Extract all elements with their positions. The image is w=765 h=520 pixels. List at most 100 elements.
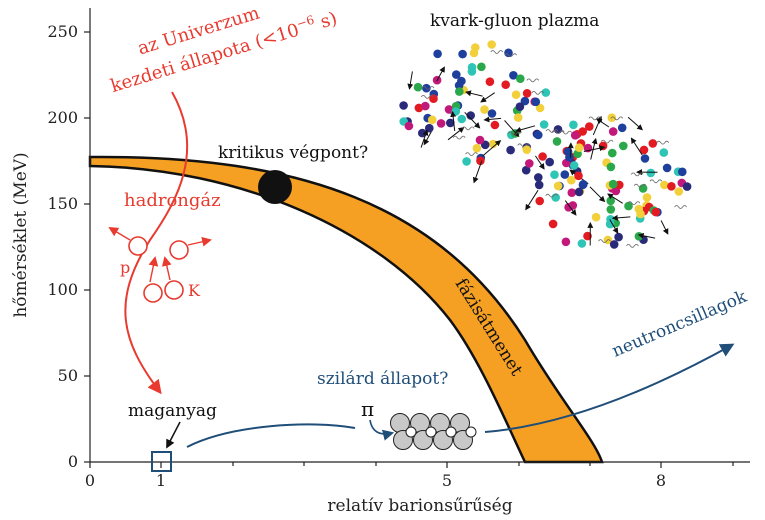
quark-particle (472, 143, 482, 153)
early-universe-path (124, 91, 189, 395)
quark-particle (642, 193, 652, 202)
quark-particle (583, 231, 592, 241)
gluon-wave (627, 201, 641, 205)
x-axis-title: relatív barionsűrűség (327, 496, 512, 516)
quark-particle (634, 232, 644, 241)
gluon-wave (588, 116, 602, 121)
quark-particle (574, 187, 584, 197)
hadron-circle (128, 236, 148, 256)
nuclear-matter-marker (151, 451, 172, 472)
quark-particle (433, 49, 442, 59)
quark-particle (553, 125, 563, 134)
x-tick-5: 5 (442, 471, 452, 490)
quark-particle (506, 145, 515, 155)
quark-particle (550, 170, 559, 179)
gluon-arrow (564, 200, 577, 216)
quark-particle (608, 148, 617, 158)
quark-particle (534, 173, 543, 182)
quark-particle (605, 219, 615, 229)
gluon-arrow (589, 186, 606, 203)
gluon-arrow (637, 232, 656, 239)
quark-particle (539, 120, 549, 129)
gluon-wave (610, 116, 624, 121)
quark-particle (662, 163, 672, 173)
gluon-wave (656, 140, 670, 145)
quark-particle (413, 82, 423, 92)
nuclear-matter-arrow (166, 421, 181, 449)
early-universe-label: az Univerzum kezdeti állapota (<10−6 s) (108, 3, 339, 98)
quark-particle (455, 87, 464, 96)
quark-particle (467, 63, 477, 72)
quark-particle (522, 89, 532, 98)
quark-particle (535, 196, 544, 206)
quark-particle (436, 119, 446, 128)
pion-label: π (361, 397, 374, 421)
quark-particle (570, 131, 580, 140)
quark-particle (560, 170, 570, 179)
gluon-arrow (447, 126, 465, 141)
quark-particle (466, 111, 476, 120)
quark-gluon-plasma-blob (399, 40, 692, 249)
y-axis (84, 8, 91, 463)
quark-particle (535, 103, 545, 113)
gluon-arrow (515, 125, 536, 133)
gluon-arrow (407, 71, 414, 90)
hadron-circle (164, 280, 184, 300)
hadron-circle (143, 283, 163, 303)
gluon-arrow (420, 129, 429, 148)
gluon-wave (633, 183, 647, 188)
quark-particle (480, 105, 489, 114)
solid-state-label: szilárd állapot? (317, 369, 448, 389)
quark-particle (552, 137, 562, 146)
quark-particle (520, 96, 530, 106)
gluon-wave (526, 78, 540, 83)
quark-particle (399, 101, 408, 110)
quark-particle (574, 143, 584, 152)
gluon-arrow (450, 110, 457, 131)
quark-particle (608, 127, 618, 136)
hadron-circle (169, 240, 189, 260)
quark-particle (545, 157, 554, 167)
gluon-wave (420, 95, 434, 99)
y-tick-150: 150 (47, 194, 78, 213)
quark-particle (452, 70, 461, 79)
x-tick-1: 1 (156, 471, 166, 490)
neutron-star-path (186, 345, 732, 448)
quark-particle (624, 201, 633, 211)
quark-particle (513, 113, 523, 122)
quark-particle (475, 135, 485, 145)
quark-particle (516, 74, 525, 83)
y-tick-100: 100 (47, 280, 78, 299)
quark-particle (659, 148, 669, 157)
quark-particle (565, 152, 574, 162)
quark-particle (577, 239, 587, 248)
quark-particle (638, 184, 648, 193)
gluon-arrow (607, 193, 623, 204)
y-tick-0: 0 (68, 452, 78, 471)
gluon-arrow (630, 137, 643, 156)
quark-particle (501, 80, 511, 89)
gluon-arrow (609, 219, 619, 234)
quark-particle (522, 145, 532, 154)
quark-particle (421, 101, 430, 111)
hadron-arrows (108, 226, 212, 283)
gluon-wave (421, 86, 435, 90)
quark-particle (487, 109, 497, 118)
quark-particle (534, 130, 543, 140)
quark-particle (614, 232, 623, 242)
quark-particle (569, 120, 578, 130)
quark-particle (509, 71, 518, 80)
lattice-sphere-small (445, 426, 457, 438)
quark-particle (427, 115, 437, 125)
quark-particle (553, 181, 563, 191)
gluon-arrow (534, 155, 545, 170)
gluon-arrow (611, 214, 631, 221)
y-axis-title: hőmérséklet (MeV) (11, 152, 31, 317)
y-tick-labels: 0 50 100 150 200 250 (47, 22, 78, 471)
qgp-label: kvark-gluon plazma (430, 11, 599, 31)
gluon-wave (465, 152, 478, 156)
quark-particle (574, 171, 583, 181)
gluon-arrow (464, 112, 481, 129)
gluon-wave (461, 126, 475, 131)
gluon-wave (600, 139, 614, 144)
